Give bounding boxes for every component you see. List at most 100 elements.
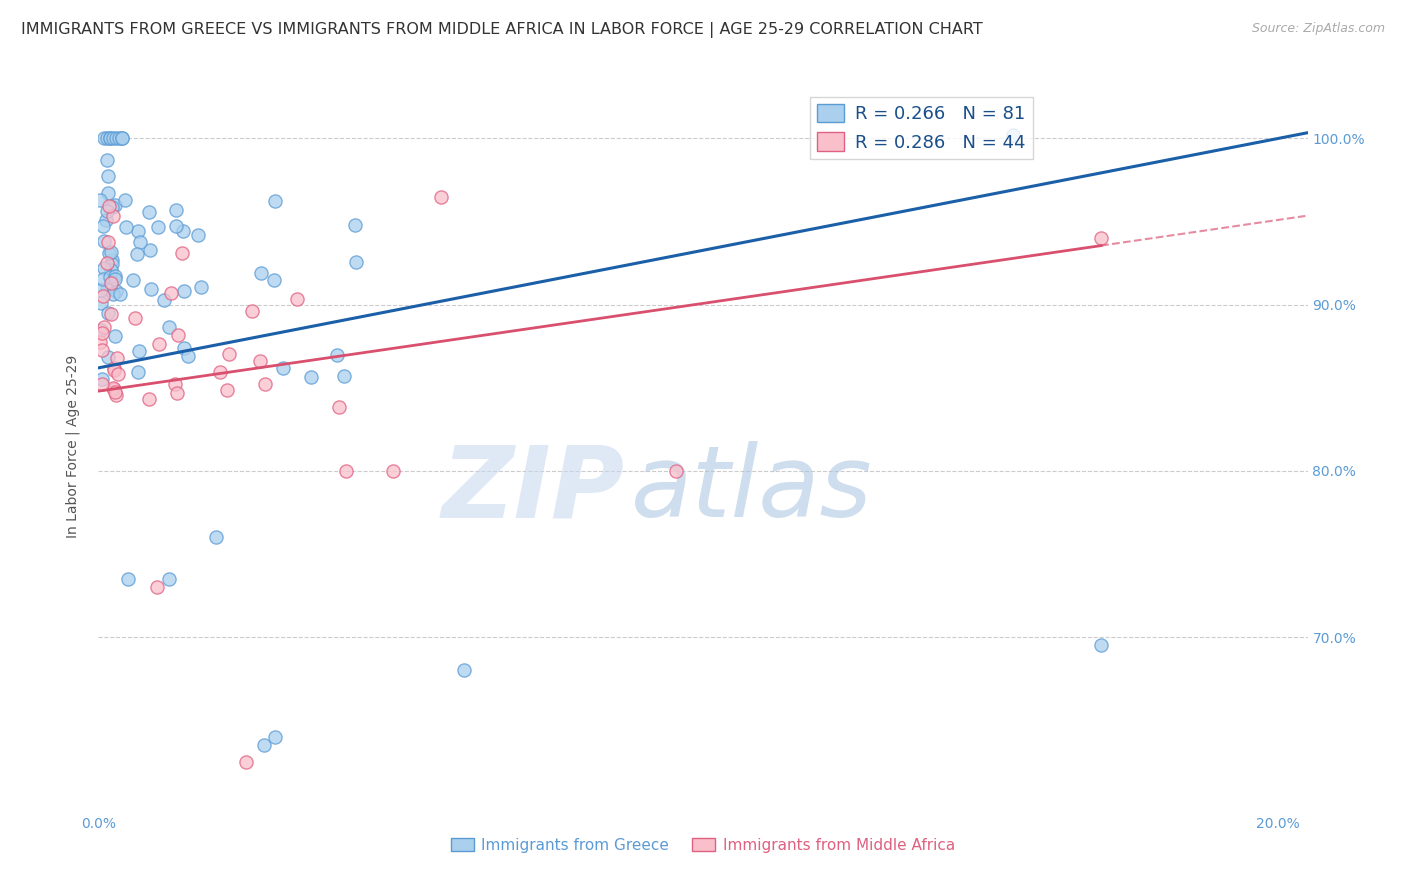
Point (97, 245, 120, 260)
Point (111, 131, 134, 145)
Point (326, 348, 349, 362)
Point (91, 343, 114, 357)
Point (170, 246, 193, 260)
Point (96, 282, 118, 296)
Point (104, 198, 127, 212)
Point (172, 224, 194, 238)
Point (1001, 128, 1024, 142)
Point (111, 131, 134, 145)
Point (665, 464, 688, 478)
Point (159, 285, 181, 300)
Point (114, 193, 136, 207)
Point (453, 664, 475, 678)
Point (108, 286, 131, 301)
Point (129, 235, 152, 250)
Point (104, 268, 127, 283)
Point (90, 283, 112, 297)
Text: atlas: atlas (630, 442, 872, 539)
Point (146, 580, 169, 594)
Point (103, 382, 125, 396)
Point (165, 202, 187, 217)
Point (91, 376, 114, 391)
Point (98, 131, 121, 145)
Point (1090, 231, 1112, 245)
Point (148, 337, 170, 351)
Point (103, 360, 125, 375)
Point (100, 277, 122, 291)
Point (101, 253, 124, 268)
Point (97, 305, 120, 319)
Point (177, 349, 200, 363)
Point (98, 270, 121, 285)
Point (138, 392, 160, 407)
Point (163, 377, 186, 392)
Point (108, 131, 131, 145)
Point (100, 257, 122, 271)
Point (100, 308, 122, 322)
Point (1090, 639, 1112, 653)
Point (91, 272, 114, 286)
Point (97, 186, 120, 200)
Point (121, 272, 143, 286)
Point (153, 293, 176, 308)
Point (93, 219, 115, 233)
Point (264, 194, 287, 208)
Point (190, 280, 212, 294)
Point (107, 368, 129, 382)
Point (285, 292, 308, 306)
Point (89, 335, 111, 350)
Point (100, 245, 122, 260)
Point (97, 199, 120, 213)
Point (343, 219, 366, 233)
Point (93, 234, 115, 248)
Point (127, 224, 149, 238)
Point (328, 400, 350, 414)
Point (97, 169, 120, 183)
Point (104, 328, 127, 343)
Point (271, 360, 294, 375)
Point (93, 131, 115, 145)
Point (105, 131, 128, 145)
Point (128, 344, 150, 359)
Point (138, 244, 160, 258)
Point (333, 368, 356, 383)
Point (96, 131, 118, 145)
Point (335, 464, 357, 478)
Point (91, 289, 114, 303)
Point (249, 266, 271, 280)
Point (90, 296, 112, 310)
Point (97, 235, 120, 249)
Legend: Immigrants from Greece, Immigrants from Middle Africa: Immigrants from Greece, Immigrants from … (444, 831, 962, 859)
Point (93, 261, 115, 276)
Point (215, 383, 238, 397)
Point (187, 228, 209, 243)
Point (100, 262, 122, 277)
Point (105, 351, 128, 366)
Point (208, 365, 231, 379)
Point (173, 285, 195, 299)
Point (101, 131, 124, 145)
Point (173, 341, 195, 355)
Text: ZIP: ZIP (441, 442, 624, 539)
Point (96, 256, 118, 270)
Point (429, 189, 451, 203)
Y-axis label: In Labor Force | Age 25-29: In Labor Force | Age 25-29 (65, 354, 80, 538)
Point (165, 219, 187, 234)
Point (101, 380, 124, 394)
Text: Source: ZipAtlas.com: Source: ZipAtlas.com (1251, 22, 1385, 36)
Point (166, 385, 188, 400)
Point (146, 220, 169, 235)
Point (249, 354, 271, 368)
Point (252, 738, 274, 752)
Point (157, 572, 180, 586)
Point (124, 310, 146, 325)
Point (96, 153, 118, 167)
Point (101, 209, 124, 223)
Point (89, 193, 111, 207)
Point (235, 755, 257, 769)
Point (94, 213, 117, 227)
Point (90, 372, 112, 386)
Point (127, 365, 149, 379)
Point (138, 205, 160, 219)
Point (90, 323, 112, 337)
